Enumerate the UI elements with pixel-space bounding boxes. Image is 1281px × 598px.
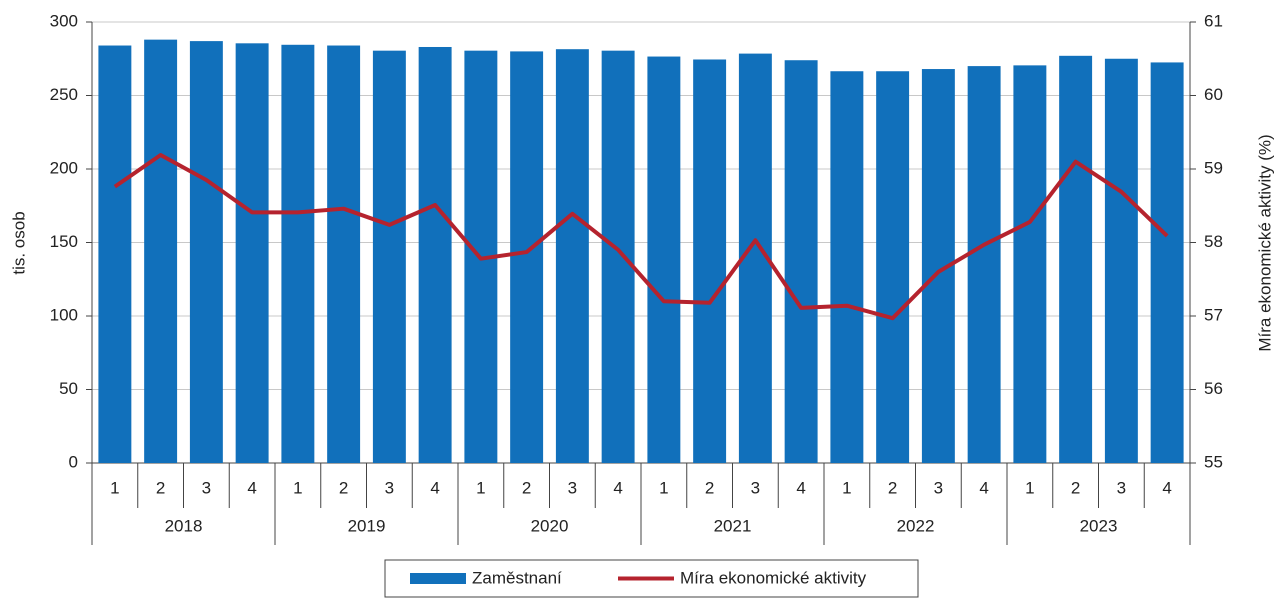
y-tick-label: 150 bbox=[50, 232, 78, 251]
bar bbox=[601, 50, 635, 463]
group-label: 2020 bbox=[531, 516, 569, 535]
y-tick-label: 300 bbox=[50, 11, 78, 30]
y2-tick-label: 56 bbox=[1204, 379, 1223, 398]
bar bbox=[1150, 62, 1184, 464]
y-axis-label: tis. osob bbox=[9, 211, 28, 274]
y2-tick-label: 59 bbox=[1204, 158, 1223, 177]
bar bbox=[510, 51, 544, 464]
bar bbox=[830, 71, 864, 464]
x-tick-label: 1 bbox=[1025, 478, 1034, 497]
y2-tick-label: 57 bbox=[1204, 305, 1223, 324]
x-tick-label: 4 bbox=[247, 478, 256, 497]
y2-tick-label: 61 bbox=[1204, 11, 1223, 30]
x-tick-label: 1 bbox=[476, 478, 485, 497]
x-tick-label: 2 bbox=[156, 478, 165, 497]
bar bbox=[327, 45, 361, 464]
bar bbox=[144, 39, 178, 463]
bar bbox=[189, 41, 223, 464]
x-tick-label: 4 bbox=[979, 478, 988, 497]
x-tick-label: 4 bbox=[796, 478, 805, 497]
x-tick-label: 1 bbox=[842, 478, 851, 497]
y-tick-label: 100 bbox=[50, 305, 78, 324]
y-tick-label: 200 bbox=[50, 158, 78, 177]
x-tick-label: 2 bbox=[888, 478, 897, 497]
y2-tick-label: 55 bbox=[1204, 452, 1223, 471]
x-tick-label: 3 bbox=[568, 478, 577, 497]
y2-tick-label: 58 bbox=[1204, 232, 1223, 251]
x-tick-label: 3 bbox=[934, 478, 943, 497]
x-tick-label: 4 bbox=[613, 478, 622, 497]
y-tick-label: 50 bbox=[59, 379, 78, 398]
x-tick-label: 3 bbox=[751, 478, 760, 497]
x-tick-label: 2 bbox=[339, 478, 348, 497]
x-tick-label: 2 bbox=[522, 478, 531, 497]
group-label: 2023 bbox=[1080, 516, 1118, 535]
x-tick-label: 3 bbox=[202, 478, 211, 497]
x-tick-label: 2 bbox=[705, 478, 714, 497]
group-label: 2021 bbox=[714, 516, 752, 535]
bar bbox=[281, 44, 315, 463]
bar bbox=[418, 46, 452, 464]
x-tick-label: 3 bbox=[1117, 478, 1126, 497]
bar bbox=[784, 60, 818, 463]
bar bbox=[555, 49, 589, 463]
group-label: 2018 bbox=[165, 516, 203, 535]
y-tick-label: 250 bbox=[50, 85, 78, 104]
x-tick-label: 1 bbox=[293, 478, 302, 497]
bar bbox=[967, 66, 1001, 463]
bar bbox=[1059, 55, 1093, 464]
group-label: 2022 bbox=[897, 516, 935, 535]
x-tick-label: 1 bbox=[659, 478, 668, 497]
line bbox=[113, 153, 1169, 321]
bar bbox=[98, 45, 132, 464]
bar bbox=[1104, 58, 1138, 463]
x-tick-label: 2 bbox=[1071, 478, 1080, 497]
legend-label: Míra ekonomické aktivity bbox=[680, 568, 867, 587]
y2-axis-label: Míra ekonomické aktivity (%) bbox=[1255, 134, 1274, 351]
legend-swatch bbox=[410, 573, 466, 584]
group-label: 2019 bbox=[348, 516, 386, 535]
x-tick-label: 4 bbox=[430, 478, 439, 497]
bar bbox=[647, 56, 681, 464]
x-tick-label: 3 bbox=[385, 478, 394, 497]
y2-tick-label: 60 bbox=[1204, 85, 1223, 104]
x-tick-label: 1 bbox=[110, 478, 119, 497]
bar bbox=[1013, 65, 1047, 464]
legend-label: Zaměstnaní bbox=[472, 568, 562, 587]
bar bbox=[876, 71, 910, 464]
bar bbox=[372, 50, 406, 463]
x-tick-label: 4 bbox=[1162, 478, 1171, 497]
y-tick-label: 0 bbox=[69, 452, 78, 471]
bar bbox=[693, 59, 727, 464]
bar bbox=[235, 43, 269, 463]
